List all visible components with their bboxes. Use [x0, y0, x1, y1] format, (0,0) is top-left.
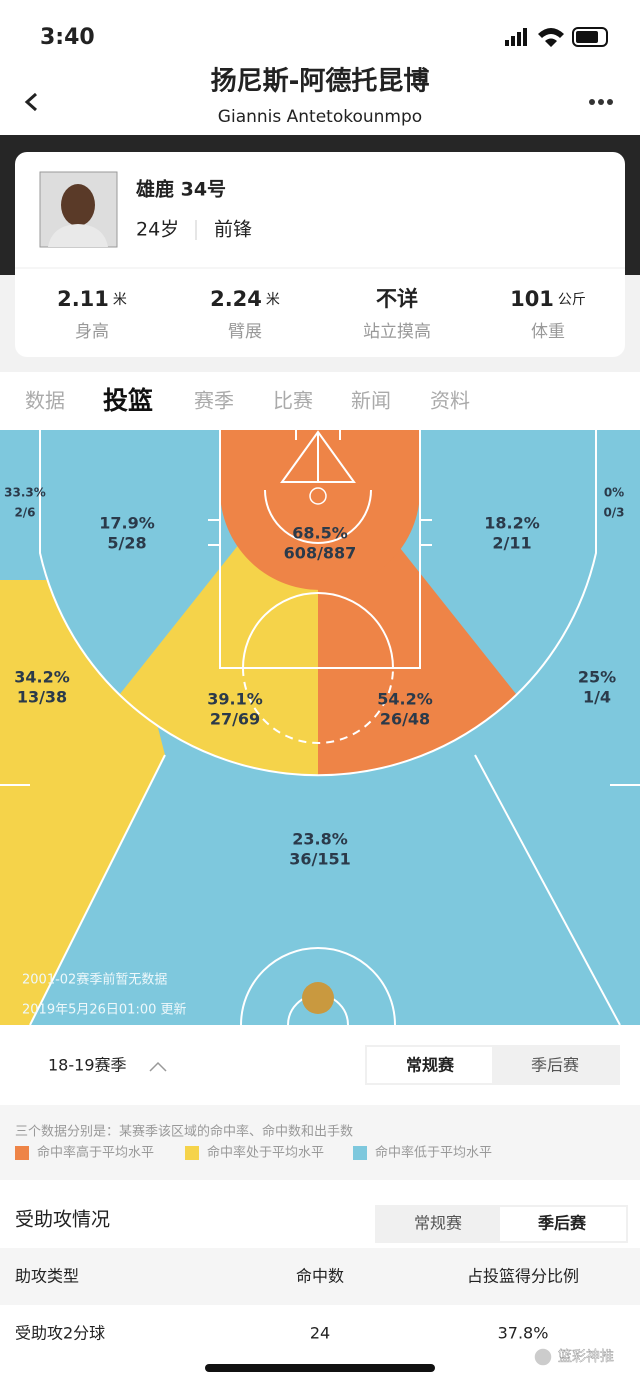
home-indicator	[205, 1364, 435, 1372]
tab[interactable]: 资料	[430, 389, 470, 413]
more-button[interactable]	[589, 99, 613, 105]
toggle-option[interactable]: 季后赛	[537, 1214, 587, 1233]
player-card	[15, 152, 625, 357]
table-cell: 37.8%	[498, 1324, 549, 1343]
team-number: 雄鹿 34号	[135, 178, 226, 201]
stat-label: 身高	[75, 322, 109, 342]
stat-unit: 米	[266, 292, 280, 308]
zone-pct: 33.3%	[4, 486, 46, 500]
zone-pct: 39.1%	[207, 690, 263, 709]
zone-pct: 17.9%	[99, 514, 155, 533]
chevron	[149, 1061, 167, 1072]
legend-panel	[0, 1105, 640, 1180]
zone	[220, 430, 420, 590]
zone-made-att: 2/6	[14, 506, 35, 520]
status-icons	[505, 27, 608, 47]
tab[interactable]: 比赛	[273, 389, 313, 413]
zone-made-att: 27/69	[210, 710, 260, 729]
column-header: 占投篮得分比例	[467, 1267, 579, 1286]
age: 24岁	[136, 219, 179, 241]
zone-pct: 18.2%	[484, 514, 540, 533]
toggle-option[interactable]: 常规赛	[414, 1214, 462, 1233]
zone-pct: 23.8%	[292, 830, 348, 849]
tab[interactable]: 赛季	[194, 389, 234, 413]
legend-swatch	[185, 1146, 199, 1160]
zone-made-att: 13/38	[17, 688, 67, 707]
court-note: 2019年5月26日01:00 更新	[22, 1002, 187, 1018]
zone-pct: 68.5%	[292, 524, 348, 543]
legend-item: 命中率处于平均水平	[207, 1145, 324, 1161]
column-header: 命中数	[296, 1267, 344, 1286]
toggle-selected	[367, 1047, 492, 1083]
section-title: 受助攻情况	[15, 1209, 110, 1231]
legend-item: 命中率高于平均水平	[37, 1145, 154, 1161]
stat-label: 站立摸高	[363, 322, 431, 342]
stat-unit: 公斤	[558, 292, 586, 308]
zone-made-att: 608/887	[284, 544, 357, 563]
zone-made-att: 5/28	[107, 534, 146, 553]
stat-label: 体重	[531, 322, 565, 342]
stat-value: 2.24 米	[210, 287, 280, 311]
legend-swatch	[353, 1146, 367, 1160]
key	[219, 430, 421, 669]
toggle-option[interactable]: 常规赛	[406, 1056, 455, 1075]
tab[interactable]: 新闻	[351, 389, 391, 413]
table-cell: 24	[310, 1324, 330, 1343]
tab[interactable]: 投篮	[103, 386, 153, 415]
stat-label: 臂展	[228, 322, 262, 342]
shot-chart: 33.3% 2/6 17.9%5/28 68.5%608/887 18.2%2/11 0%…	[0, 430, 640, 1025]
ball	[302, 982, 334, 1014]
table-cell: 受助攻2分球	[15, 1324, 105, 1343]
three-point-line	[39, 430, 597, 777]
season-selector[interactable]: 18-19赛季	[48, 1056, 127, 1075]
watermark: 篮彩神推	[558, 1349, 614, 1365]
watermark-icon	[533, 1347, 553, 1367]
stat-unit: 米	[113, 292, 127, 308]
tab-bar	[0, 372, 640, 430]
toggle-selected	[500, 1207, 626, 1241]
legend-item: 命中率低于平均水平	[375, 1145, 492, 1161]
back-button[interactable]	[24, 92, 37, 112]
stat-value: 101 公斤	[510, 287, 586, 311]
clock: 3:40	[40, 25, 95, 50]
zone-pct: 54.2%	[377, 690, 433, 709]
toggle-option[interactable]: 季后赛	[531, 1056, 579, 1075]
zone-made-att: 1/4	[583, 688, 611, 707]
stat-number: 不详	[376, 287, 418, 311]
tab[interactable]: 数据	[25, 389, 65, 413]
page-subtitle: Giannis Antetokounmpo	[218, 107, 422, 127]
stat-number: 2.24	[210, 287, 262, 311]
position: 前锋	[214, 219, 252, 241]
zone-pct: 25%	[578, 668, 616, 687]
player-photo	[39, 171, 118, 248]
stat-number: 101	[510, 287, 554, 311]
zone-made-att: 2/11	[492, 534, 531, 553]
stat-value: 不详	[376, 287, 418, 311]
zone-made-att: 0/3	[603, 506, 624, 520]
zone-made-att: 36/151	[289, 850, 351, 869]
legend-swatch	[15, 1146, 29, 1160]
stat-value: 2.11 米	[57, 287, 127, 311]
zone-made-att: 26/48	[380, 710, 430, 729]
zone-pct: 34.2%	[14, 668, 70, 687]
page-title: 扬尼斯-阿德托昆博	[211, 67, 430, 97]
zone-pct: 0%	[604, 486, 624, 500]
stat-number: 2.11	[57, 287, 109, 311]
column-header: 助攻类型	[15, 1267, 79, 1286]
court-note: 2001-02赛季前暂无数据	[22, 972, 167, 988]
table-header	[0, 1248, 640, 1305]
legend-note: 三个数据分别是：某赛季该区域的命中率、命中数和出手数	[15, 1124, 353, 1140]
